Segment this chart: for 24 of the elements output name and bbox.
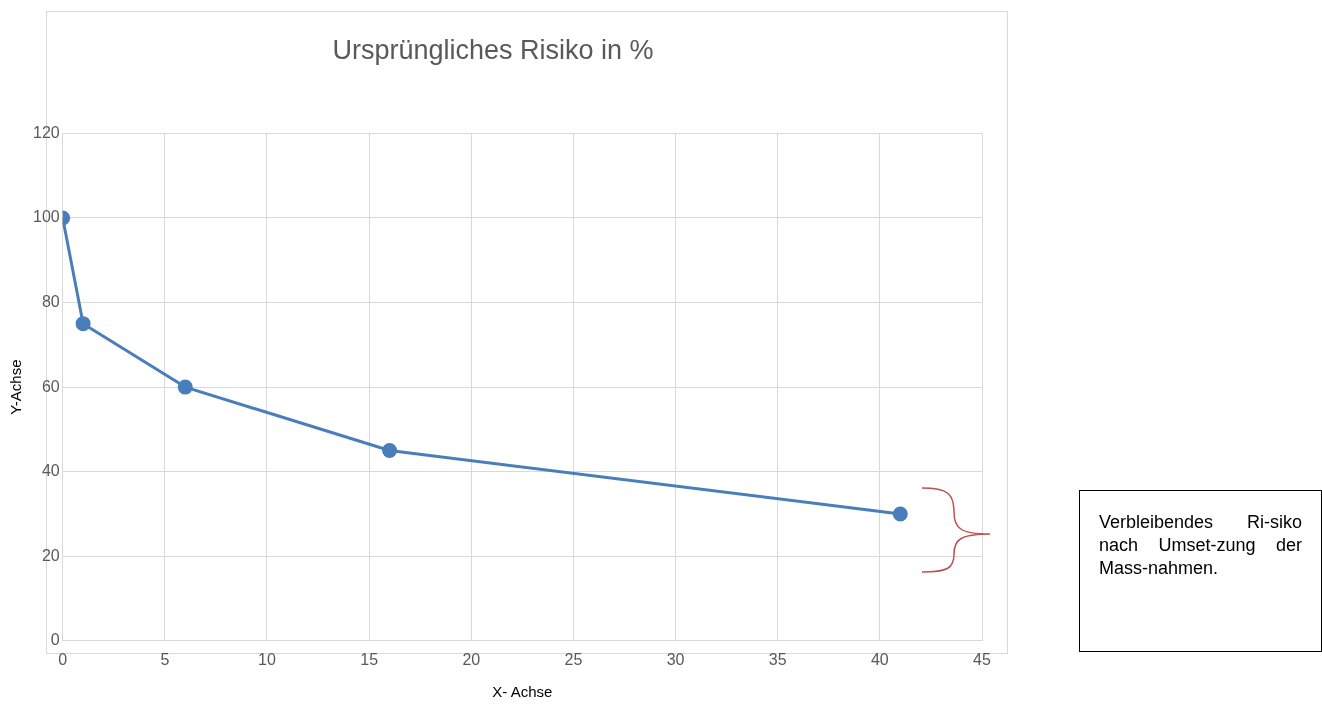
x-tick-label: 20 [462, 650, 481, 668]
x-tick-label: 30 [666, 650, 685, 668]
x-tick-label: 45 [973, 650, 991, 668]
x-tick-label: 5 [160, 650, 170, 668]
y-tick-label: 20 [41, 546, 60, 564]
y-tick-label: 0 [50, 631, 60, 649]
y-tick-label: 40 [41, 462, 60, 480]
chart-title: Ursprüngliches Risiko in % [332, 34, 654, 65]
y-axis-title: Y-Achse [7, 359, 25, 415]
y-tick-label: 80 [41, 292, 60, 310]
x-tick-label: 15 [360, 650, 379, 668]
x-tick-label: 25 [564, 650, 583, 668]
point [177, 379, 193, 395]
y-tick-label: 120 [32, 123, 60, 141]
point [382, 443, 398, 459]
x-axis-title: X- Achse [492, 683, 553, 701]
point [75, 316, 91, 332]
y-tick-label: 100 [32, 208, 60, 226]
x-tick-label: 35 [768, 650, 787, 668]
text: Verbleibendes Ri-siko nach Umset-zung der Mass-nahmen. [1099, 512, 1302, 578]
x-tick-label: 10 [258, 650, 276, 668]
point [892, 506, 908, 522]
y-tick-label: 60 [41, 377, 60, 395]
x-tick-label: 40 [870, 650, 889, 668]
